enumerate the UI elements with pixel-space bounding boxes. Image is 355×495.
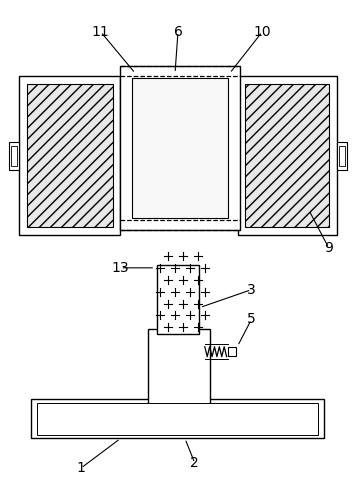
Text: 3: 3 bbox=[247, 283, 256, 297]
Bar bbox=[132, 78, 228, 218]
Bar bbox=[19, 76, 120, 235]
Bar bbox=[237, 136, 240, 176]
Bar bbox=[9, 142, 19, 170]
Text: 6: 6 bbox=[174, 25, 182, 39]
Bar bbox=[337, 142, 347, 170]
Text: 11: 11 bbox=[92, 25, 109, 39]
Bar bbox=[228, 347, 235, 356]
Bar bbox=[157, 265, 199, 334]
Text: 5: 5 bbox=[247, 312, 256, 326]
Bar bbox=[245, 84, 329, 227]
Bar bbox=[27, 84, 113, 227]
Bar bbox=[31, 399, 324, 439]
Text: 10: 10 bbox=[253, 25, 271, 39]
Text: 13: 13 bbox=[111, 261, 129, 275]
Text: 9: 9 bbox=[324, 241, 333, 255]
Bar bbox=[11, 146, 17, 166]
Bar bbox=[37, 403, 318, 435]
Text: 2: 2 bbox=[191, 456, 199, 470]
Bar bbox=[237, 76, 337, 235]
Bar bbox=[120, 66, 240, 230]
Text: 1: 1 bbox=[76, 461, 85, 475]
Bar bbox=[148, 329, 210, 404]
Bar bbox=[339, 146, 345, 166]
